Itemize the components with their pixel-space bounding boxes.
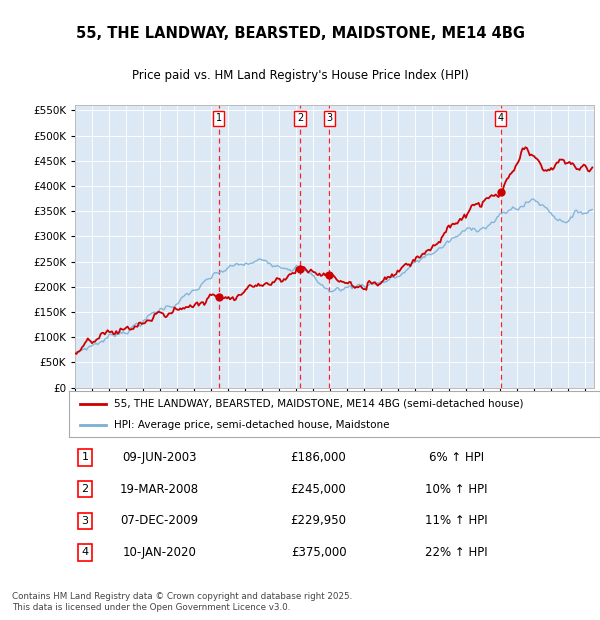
Text: 1: 1: [215, 113, 221, 123]
Text: £186,000: £186,000: [290, 451, 346, 464]
Text: 22% ↑ HPI: 22% ↑ HPI: [425, 546, 488, 559]
Text: 07-DEC-2009: 07-DEC-2009: [120, 514, 199, 527]
Text: Contains HM Land Registry data © Crown copyright and database right 2025.
This d: Contains HM Land Registry data © Crown c…: [12, 591, 352, 613]
Text: Price paid vs. HM Land Registry's House Price Index (HPI): Price paid vs. HM Land Registry's House …: [131, 69, 469, 82]
Text: 55, THE LANDWAY, BEARSTED, MAIDSTONE, ME14 4BG (semi-detached house): 55, THE LANDWAY, BEARSTED, MAIDSTONE, ME…: [114, 399, 524, 409]
Text: £375,000: £375,000: [291, 546, 346, 559]
Text: 11% ↑ HPI: 11% ↑ HPI: [425, 514, 488, 527]
Text: £229,950: £229,950: [290, 514, 347, 527]
Text: 55, THE LANDWAY, BEARSTED, MAIDSTONE, ME14 4BG: 55, THE LANDWAY, BEARSTED, MAIDSTONE, ME…: [76, 25, 524, 40]
Text: 2: 2: [297, 113, 303, 123]
Text: 4: 4: [82, 547, 88, 557]
Text: £245,000: £245,000: [290, 482, 346, 495]
Text: 10% ↑ HPI: 10% ↑ HPI: [425, 482, 488, 495]
Text: 1: 1: [82, 453, 88, 463]
Text: 2: 2: [82, 484, 88, 494]
Text: 19-MAR-2008: 19-MAR-2008: [120, 482, 199, 495]
Text: 3: 3: [82, 516, 88, 526]
Text: 10-JAN-2020: 10-JAN-2020: [122, 546, 196, 559]
Text: 6% ↑ HPI: 6% ↑ HPI: [429, 451, 484, 464]
Text: 09-JUN-2003: 09-JUN-2003: [122, 451, 197, 464]
Text: 4: 4: [498, 113, 504, 123]
Text: 3: 3: [326, 113, 332, 123]
Text: HPI: Average price, semi-detached house, Maidstone: HPI: Average price, semi-detached house,…: [114, 420, 389, 430]
